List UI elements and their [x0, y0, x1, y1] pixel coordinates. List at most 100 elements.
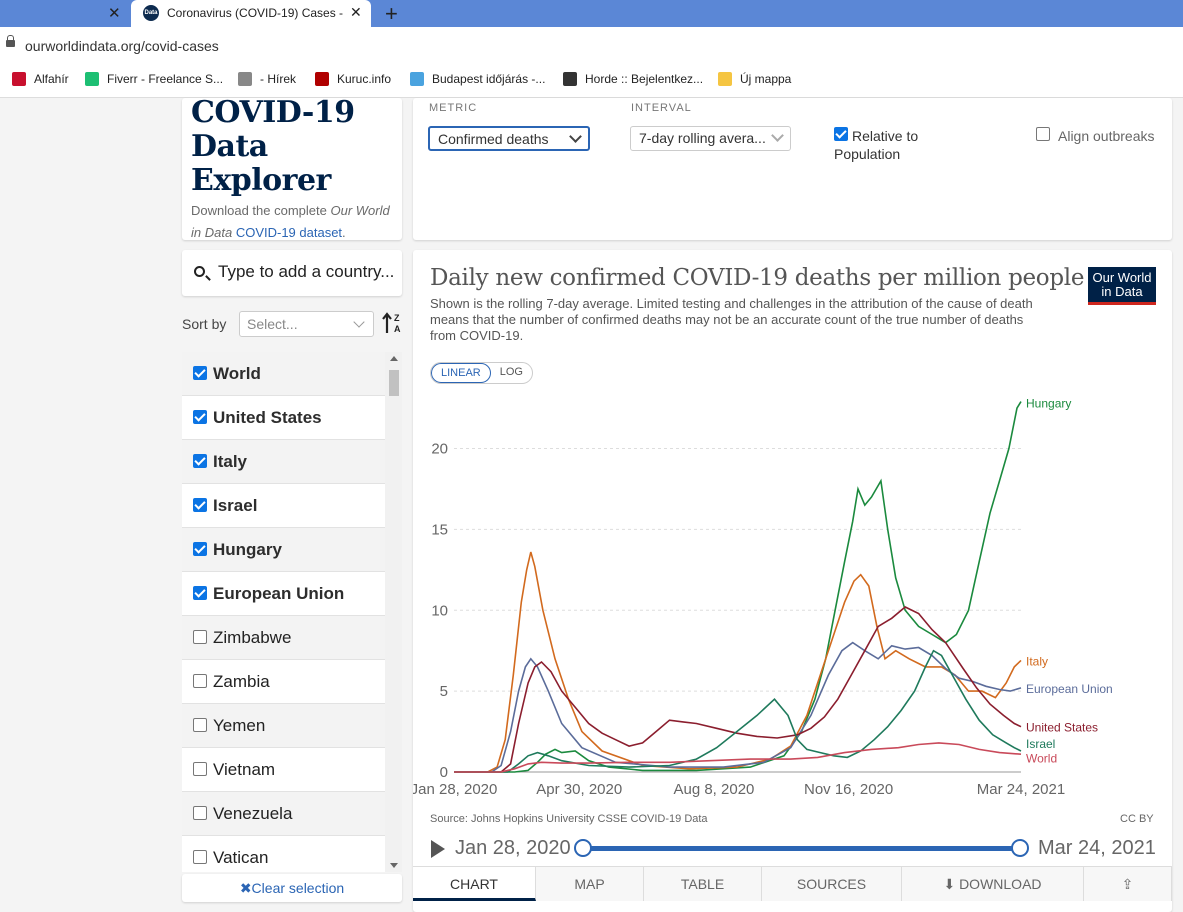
align-outbreaks-checkbox[interactable]: [1036, 127, 1050, 141]
country-checkbox[interactable]: [193, 542, 207, 556]
series-line[interactable]: [454, 742, 1022, 773]
country-checkbox[interactable]: [193, 630, 207, 644]
timeline-end-label: Mar 24, 2021: [1038, 837, 1156, 859]
country-row[interactable]: European Union: [182, 572, 385, 616]
play-icon[interactable]: [431, 840, 445, 858]
country-name: Zambia: [213, 672, 270, 691]
owid-name: Our World in Data: [191, 203, 390, 240]
series-label: United States: [1026, 721, 1098, 735]
dataset-link[interactable]: COVID-19 dataset: [235, 225, 343, 240]
owid-logo[interactable]: Our World in Data: [1088, 267, 1156, 305]
country-row[interactable]: Israel: [182, 484, 385, 528]
scroll-down-icon[interactable]: [390, 863, 398, 868]
sort-select[interactable]: Select...: [239, 311, 374, 337]
tab-table[interactable]: TABLE: [644, 867, 762, 901]
bookmark-label: Új mappa: [740, 72, 792, 86]
country-name: United States: [213, 408, 322, 427]
lock-icon[interactable]: [6, 35, 15, 47]
sort-direction-icon[interactable]: Z A: [382, 311, 404, 335]
bookmarks-bar: Alfahír Fiverr - Freelance S... - Hírek Kur…: [0, 63, 1183, 98]
series-line[interactable]: [454, 641, 1022, 773]
tab-download[interactable]: ⬇ DOWNLOAD: [902, 867, 1084, 901]
country-row[interactable]: Yemen: [182, 704, 385, 748]
country-row[interactable]: World: [182, 352, 385, 396]
country-list: Vatican Venezuela Vietnam Yemen Zambia Zimbab…: [182, 352, 402, 872]
series-label: Italy: [1026, 654, 1048, 668]
favicon-icon: Data: [143, 5, 159, 21]
series-line[interactable]: [454, 606, 1022, 773]
country-row[interactable]: Hungary: [182, 528, 385, 572]
country-list-scrollbar[interactable]: [385, 352, 402, 872]
country-checkbox[interactable]: [193, 498, 207, 512]
address-bar[interactable]: ourworldindata.org/covid-cases: [0, 27, 1183, 63]
chart-source[interactable]: Source: Johns Hopkins University CSSE CO…: [430, 813, 708, 825]
country-checkbox[interactable]: [193, 718, 207, 732]
tab-sources[interactable]: SOURCES: [762, 867, 902, 901]
linear-scale-button[interactable]: LINEAR: [431, 363, 491, 383]
tab-chart[interactable]: CHART: [413, 867, 536, 901]
country-checkbox[interactable]: [193, 762, 207, 776]
bookmark-item[interactable]: Alfahír: [12, 72, 69, 86]
country-name: Vatican: [213, 848, 269, 867]
bookmark-item[interactable]: - Hírek: [238, 72, 296, 86]
log-scale-button[interactable]: LOG: [499, 366, 523, 378]
series-line[interactable]: [454, 649, 1022, 773]
country-row[interactable]: Zambia: [182, 660, 385, 704]
align-outbreaks-label: Align outbreaks: [1058, 128, 1155, 144]
metric-label: METRIC: [429, 102, 478, 114]
country-checkbox[interactable]: [193, 806, 207, 820]
bookmark-item[interactable]: Kuruc.info: [315, 72, 391, 86]
url-text[interactable]: ourworldindata.org/covid-cases: [25, 38, 219, 54]
search-input[interactable]: Type to add a country...: [218, 262, 395, 281]
x-tick-label: Aug 8, 2020: [673, 781, 754, 798]
scroll-up-icon[interactable]: [390, 356, 398, 361]
browser-tab-bar: ✕ Data Coronavirus (COVID-19) Cases - S …: [0, 0, 1183, 27]
timeline-start-handle[interactable]: [574, 839, 592, 857]
timeline-track[interactable]: [583, 846, 1020, 851]
controls-panel: METRIC Confirmed deaths INTERVAL 7-day r…: [413, 98, 1172, 240]
bookmark-item[interactable]: Új mappa: [718, 72, 791, 86]
bookmark-item[interactable]: Horde :: Bejelentkez...: [563, 72, 703, 86]
chart-license[interactable]: CC BY: [1120, 813, 1154, 825]
y-tick-label: 0: [440, 764, 448, 781]
close-icon[interactable]: ✕: [108, 5, 121, 22]
tab-map[interactable]: MAP: [536, 867, 644, 901]
chart-title: Daily new confirmed COVID-19 deaths per …: [430, 265, 1085, 291]
country-checkbox[interactable]: [193, 586, 207, 600]
country-checkbox[interactable]: [193, 454, 207, 468]
country-checkbox[interactable]: [193, 410, 207, 424]
series-line[interactable]: [454, 551, 1022, 773]
series-line[interactable]: [454, 401, 1022, 773]
interval-select[interactable]: 7-day rolling avera...: [630, 126, 791, 151]
bookmark-item[interactable]: Fiverr - Freelance S...: [85, 72, 223, 86]
country-checkbox[interactable]: [193, 674, 207, 688]
sort-placeholder: Select...: [247, 316, 298, 332]
search-icon: [194, 266, 205, 277]
line-chart[interactable]: 0 5 10 15 20 Jan 28, 2020 Apr 30, 2020 Aug 8, 2…: [413, 390, 1172, 805]
country-checkbox[interactable]: [193, 850, 207, 864]
clear-selection-button[interactable]: ✖Clear selection: [182, 874, 402, 902]
metric-select[interactable]: Confirmed deaths: [428, 126, 590, 151]
timeline-end-handle[interactable]: [1011, 839, 1029, 857]
relative-to-population-checkbox[interactable]: [834, 127, 848, 141]
country-search[interactable]: Type to add a country...: [182, 250, 402, 296]
browser-tab-active[interactable]: Data Coronavirus (COVID-19) Cases - S ✕: [131, 0, 371, 27]
bookmark-icon: [12, 72, 26, 86]
scroll-thumb[interactable]: [389, 370, 399, 396]
country-row[interactable]: Vietnam: [182, 748, 385, 792]
country-row[interactable]: Zimbabwe: [182, 616, 385, 660]
country-row[interactable]: Vatican: [182, 836, 385, 872]
country-row[interactable]: Italy: [182, 440, 385, 484]
bookmark-label: Horde :: Bejelentkez...: [585, 72, 704, 86]
bookmark-label: Budapest időjárás -...: [432, 72, 546, 86]
bookmark-item[interactable]: Budapest időjárás -...: [410, 72, 545, 86]
country-row[interactable]: Venezuela: [182, 792, 385, 836]
country-checkbox[interactable]: [193, 366, 207, 380]
country-row[interactable]: United States: [182, 396, 385, 440]
chart-tabs: CHART MAP TABLE SOURCES ⬇ DOWNLOAD ⇪: [413, 866, 1172, 901]
y-tick-label: 20: [431, 441, 448, 458]
new-tab-icon[interactable]: +: [385, 1, 398, 26]
country-name: Zimbabwe: [213, 628, 292, 647]
share-icon[interactable]: ⇪: [1084, 867, 1172, 901]
close-icon[interactable]: ✕: [350, 4, 362, 20]
